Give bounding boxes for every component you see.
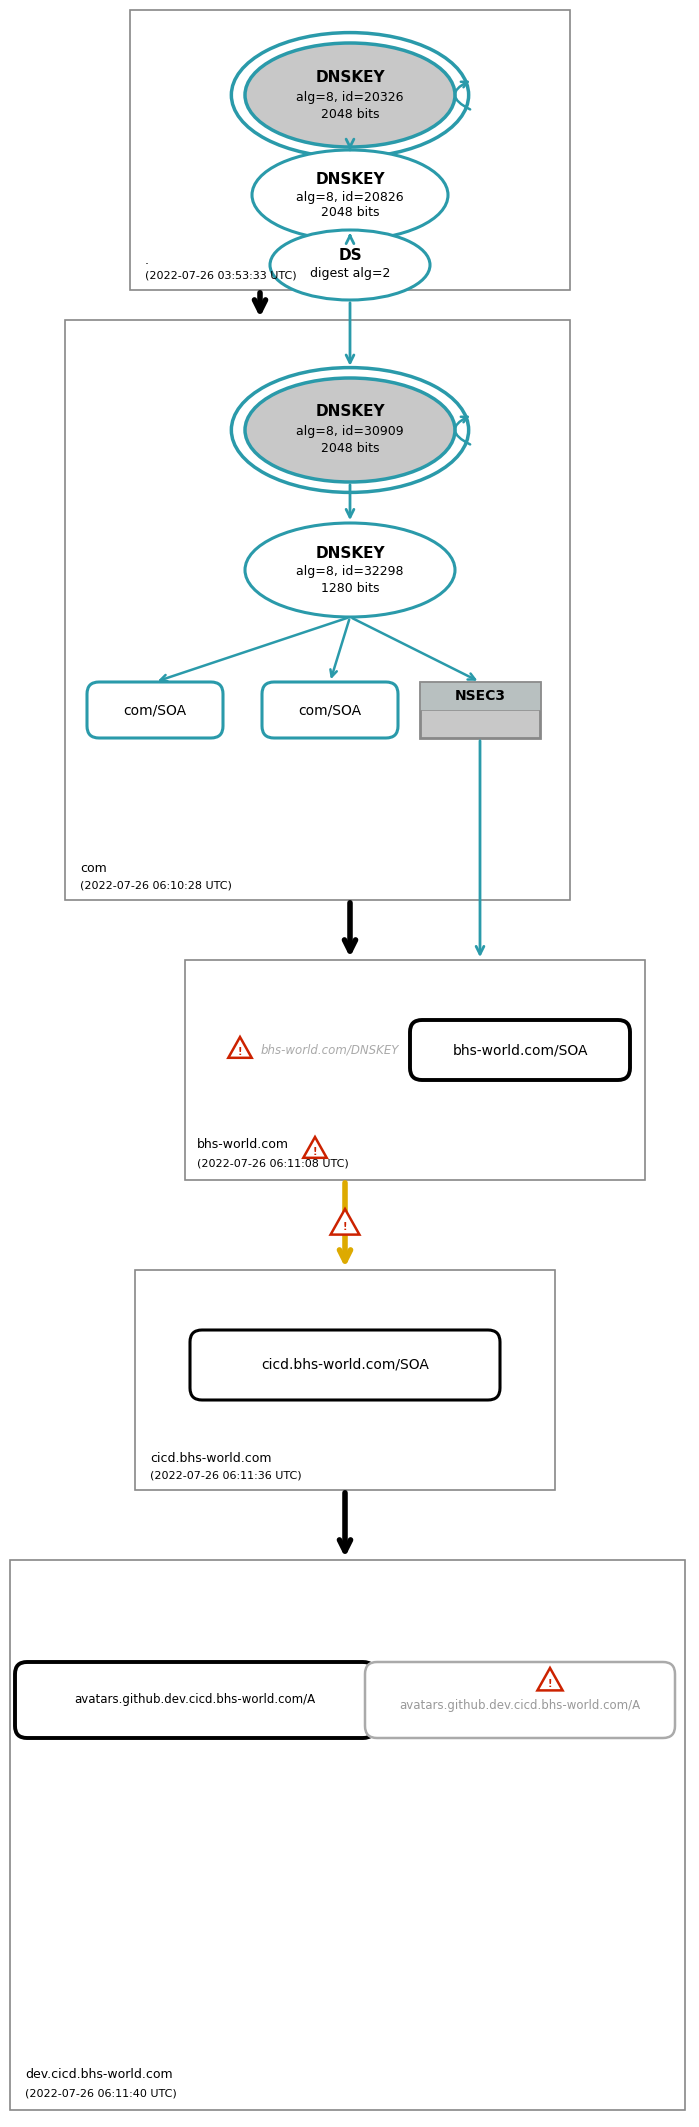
- Text: alg=8, id=30909: alg=8, id=30909: [296, 425, 404, 438]
- Ellipse shape: [270, 230, 430, 300]
- Text: (2022-07-26 06:11:40 UTC): (2022-07-26 06:11:40 UTC): [25, 2089, 177, 2099]
- Text: com/SOA: com/SOA: [124, 704, 187, 717]
- Text: alg=8, id=20826: alg=8, id=20826: [296, 191, 404, 204]
- Text: !: !: [343, 1223, 347, 1232]
- Bar: [130, 11, 570, 289]
- Text: bhs-world.com/SOA: bhs-world.com/SOA: [452, 1042, 588, 1057]
- Text: avatars.github.dev.cicd.bhs-world.com/A: avatars.github.dev.cicd.bhs-world.com/A: [399, 1699, 640, 1712]
- Text: bhs-world.com/DNSKEY: bhs-world.com/DNSKEY: [261, 1044, 399, 1057]
- Text: com/SOA: com/SOA: [298, 704, 361, 717]
- Ellipse shape: [245, 43, 455, 147]
- Text: avatars.github.dev.cicd.bhs-world.com/A: avatars.github.dev.cicd.bhs-world.com/A: [74, 1693, 315, 1706]
- Text: NSEC3: NSEC3: [454, 689, 505, 704]
- Bar: [65, 319, 570, 900]
- Text: !: !: [312, 1146, 317, 1157]
- Bar: [420, 683, 540, 710]
- Text: .: .: [145, 253, 149, 266]
- Text: dev.cicd.bhs-world.com: dev.cicd.bhs-world.com: [25, 2067, 173, 2082]
- FancyBboxPatch shape: [262, 683, 398, 738]
- FancyBboxPatch shape: [87, 683, 223, 738]
- Text: alg=8, id=20326: alg=8, id=20326: [296, 91, 404, 104]
- Text: (2022-07-26 06:11:36 UTC): (2022-07-26 06:11:36 UTC): [150, 1470, 302, 1480]
- Text: cicd.bhs-world.com: cicd.bhs-world.com: [150, 1451, 271, 1466]
- Bar: [10, 1559, 685, 2110]
- Text: (2022-07-26 06:10:28 UTC): (2022-07-26 06:10:28 UTC): [80, 881, 232, 889]
- Text: com: com: [80, 861, 107, 874]
- Text: !: !: [238, 1046, 243, 1057]
- Text: digest alg=2: digest alg=2: [310, 266, 390, 279]
- Text: 2048 bits: 2048 bits: [321, 108, 380, 121]
- Text: (2022-07-26 03:53:33 UTC): (2022-07-26 03:53:33 UTC): [145, 270, 296, 281]
- Text: alg=8, id=32298: alg=8, id=32298: [296, 566, 404, 579]
- Bar: [135, 1270, 555, 1491]
- FancyBboxPatch shape: [190, 1329, 500, 1400]
- FancyBboxPatch shape: [410, 1021, 630, 1081]
- Text: DNSKEY: DNSKEY: [315, 404, 385, 419]
- Text: (2022-07-26 06:11:08 UTC): (2022-07-26 06:11:08 UTC): [197, 1159, 349, 1170]
- Text: DNSKEY: DNSKEY: [315, 172, 385, 187]
- Text: bhs-world.com: bhs-world.com: [197, 1138, 289, 1151]
- Text: DS: DS: [338, 247, 362, 262]
- Text: DNSKEY: DNSKEY: [315, 70, 385, 85]
- Polygon shape: [229, 1038, 252, 1057]
- Text: 2048 bits: 2048 bits: [321, 206, 380, 219]
- Polygon shape: [303, 1138, 326, 1157]
- Text: !: !: [548, 1678, 552, 1689]
- Text: 1280 bits: 1280 bits: [321, 581, 380, 596]
- Ellipse shape: [245, 523, 455, 617]
- FancyBboxPatch shape: [15, 1661, 375, 1738]
- Text: DNSKEY: DNSKEY: [315, 547, 385, 562]
- Text: cicd.bhs-world.com/SOA: cicd.bhs-world.com/SOA: [261, 1357, 429, 1372]
- Polygon shape: [538, 1668, 563, 1691]
- Bar: [185, 959, 645, 1180]
- FancyBboxPatch shape: [365, 1661, 675, 1738]
- Text: 2048 bits: 2048 bits: [321, 442, 380, 455]
- Ellipse shape: [252, 151, 448, 240]
- Ellipse shape: [245, 379, 455, 483]
- Bar: [420, 683, 540, 738]
- Polygon shape: [331, 1208, 359, 1234]
